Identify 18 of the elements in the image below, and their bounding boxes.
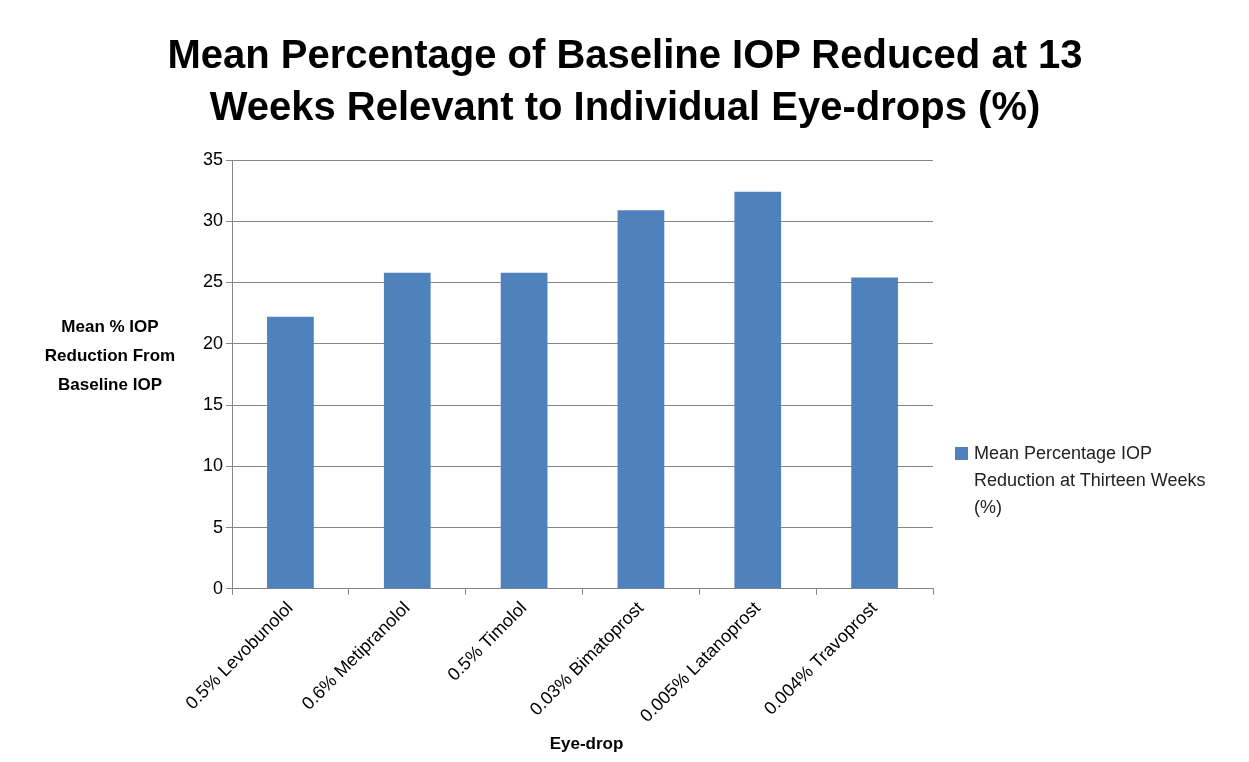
y-tick-label: 35 bbox=[202, 148, 224, 169]
y-tick-label: 0 bbox=[213, 577, 224, 598]
bar bbox=[851, 277, 898, 589]
y-tick-label: 20 bbox=[202, 332, 224, 353]
bar bbox=[734, 191, 782, 589]
y-tick-label: 5 bbox=[213, 516, 224, 537]
chart-title: Mean Percentage of Baseline IOP Reduced at 13 Weeks Relevant to Individual Eye-drops (%) bbox=[166, 31, 1084, 130]
y-tick-label: 15 bbox=[202, 394, 224, 414]
bar bbox=[500, 272, 548, 589]
x-axis-title: Eye-drop bbox=[548, 734, 625, 754]
y-axis-title: Mean % IOP Reduction From Baseline IOP bbox=[43, 316, 177, 396]
bar bbox=[617, 210, 665, 589]
legend-label: Mean Percentage IOP Reduction at Thirteen Weeks (%) bbox=[974, 442, 1207, 519]
y-tick-label: 30 bbox=[202, 210, 224, 231]
y-tick-label: 10 bbox=[202, 455, 224, 476]
y-tick-label: 25 bbox=[202, 271, 224, 292]
bar bbox=[267, 316, 314, 589]
bar bbox=[383, 272, 431, 589]
